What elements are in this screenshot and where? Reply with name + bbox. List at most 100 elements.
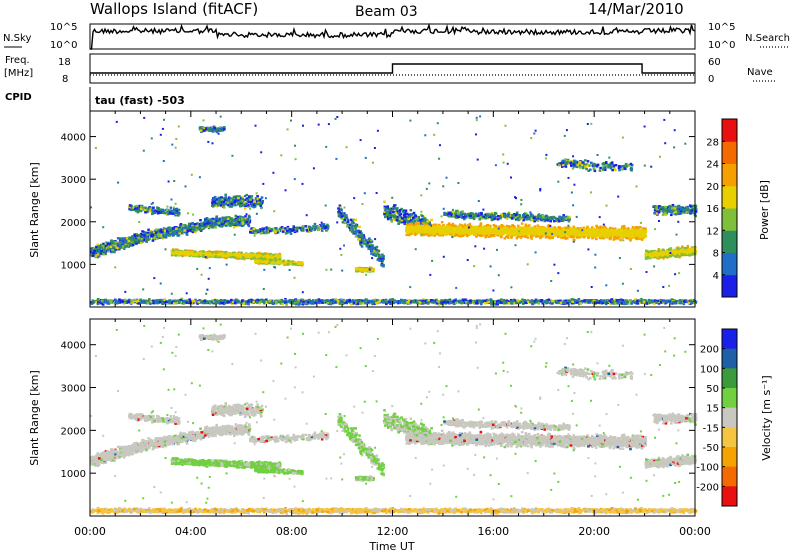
power-cell <box>221 221 224 223</box>
power-cell <box>321 224 324 226</box>
power-cell <box>292 263 295 265</box>
power-cell <box>185 227 188 229</box>
freq-panel: Freq. [MHz] 18 8 60 0 Nave <box>4 54 775 85</box>
power-cell <box>310 230 313 232</box>
power-cell <box>130 209 133 211</box>
power-cell <box>370 247 373 249</box>
power-cell <box>370 269 373 271</box>
power-cell <box>355 235 358 237</box>
power-cell <box>140 208 143 210</box>
freq-left-bottom: 8 <box>62 74 68 85</box>
nsky-trace <box>90 25 695 49</box>
power-cell <box>317 226 320 228</box>
power-cell <box>174 230 177 232</box>
power-cell <box>390 209 393 211</box>
power-cell <box>416 218 419 220</box>
power-cell <box>181 228 184 230</box>
power-cell <box>241 218 244 220</box>
power-cell <box>391 215 394 217</box>
power-cell <box>138 234 141 236</box>
power-cell <box>403 220 406 222</box>
power-cell <box>340 212 343 214</box>
power-cell <box>292 229 295 231</box>
power-cell <box>369 243 372 245</box>
power-cell <box>114 241 117 243</box>
power-cell <box>409 215 412 217</box>
power-cell <box>321 227 324 229</box>
power-cell <box>364 243 367 245</box>
power-cell <box>516 237 519 239</box>
power-cell <box>262 228 265 230</box>
power-cell <box>144 211 147 213</box>
power-cell <box>141 236 144 238</box>
power-cell <box>238 254 241 256</box>
power-cell <box>424 218 427 220</box>
power-cell <box>402 211 405 213</box>
power-cell <box>212 205 215 207</box>
power-cell <box>199 227 202 229</box>
power-cell <box>358 231 361 233</box>
power-cell <box>391 220 394 222</box>
power-cell <box>253 206 256 208</box>
power-cell <box>188 251 191 253</box>
power-cell <box>110 246 113 248</box>
power-cell <box>306 229 309 231</box>
power-cell <box>247 253 250 255</box>
power-cell <box>344 219 347 221</box>
power-cell <box>241 254 244 256</box>
power-cell <box>220 128 223 130</box>
power-cell <box>168 226 171 228</box>
power-cell <box>284 227 287 229</box>
power-cell <box>229 218 232 220</box>
power-cell <box>183 252 186 254</box>
power-cell <box>214 218 217 220</box>
power-cell <box>223 206 226 208</box>
power-cell <box>342 221 345 223</box>
power-cell <box>358 226 361 228</box>
power-cell <box>157 233 160 235</box>
power-cell <box>191 222 194 224</box>
power-cell <box>405 210 408 212</box>
power-cell <box>272 261 275 263</box>
power-cell <box>284 261 287 263</box>
power-cell <box>392 211 395 213</box>
power-cell <box>240 205 243 207</box>
power-cell <box>275 227 278 229</box>
power-cell <box>403 214 406 216</box>
beam-title: Beam 03 <box>355 4 418 20</box>
power-cell <box>301 228 304 230</box>
power-cell <box>215 255 218 257</box>
power-cell <box>140 242 143 244</box>
freq-unit-label: [MHz] <box>4 68 33 79</box>
power-cell <box>302 225 305 227</box>
power-cell <box>132 244 135 246</box>
power-cell <box>112 246 115 248</box>
power-cell <box>213 198 216 200</box>
power-cell <box>382 264 385 266</box>
power-cell <box>178 209 181 211</box>
power-cell <box>170 207 173 209</box>
power-cell <box>381 259 384 261</box>
power-cell <box>351 231 354 233</box>
power-cell <box>231 203 234 205</box>
power-cell <box>162 212 165 214</box>
power-cell <box>239 216 242 218</box>
power-cell <box>362 240 365 242</box>
power-cell <box>433 235 436 237</box>
power-cell <box>119 245 122 247</box>
power-cell <box>297 263 300 265</box>
power-cell <box>237 197 240 199</box>
power-cell <box>414 220 417 222</box>
power-cell <box>218 197 221 199</box>
power-cell <box>223 218 226 220</box>
power-cell <box>365 239 368 241</box>
power-cell <box>287 263 290 265</box>
power-cell <box>147 208 150 210</box>
power-cell <box>387 211 390 213</box>
power-cell <box>259 199 262 201</box>
power-cell <box>217 204 220 206</box>
power-cell <box>211 226 214 228</box>
power-cell <box>207 127 210 129</box>
power-cell <box>153 212 156 214</box>
power-cell <box>253 200 256 202</box>
